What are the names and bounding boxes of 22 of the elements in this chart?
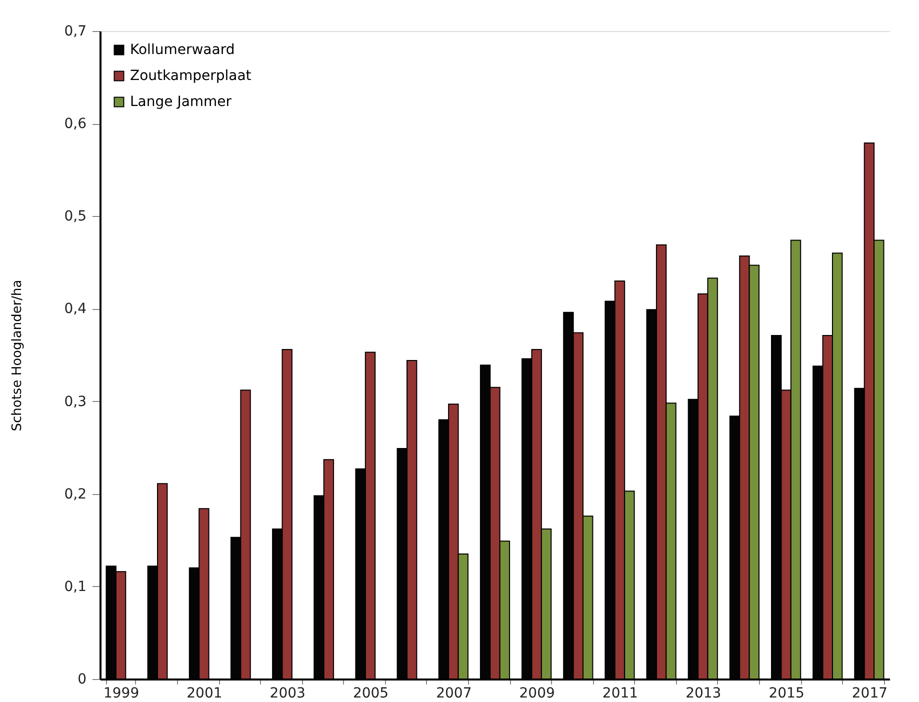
x-tick-label: 2005: [352, 686, 389, 702]
y-axis-title: Schotse Hooglander/ha: [10, 280, 26, 432]
x-tick-label: 2007: [436, 686, 472, 702]
y-tick-label: 0,2: [64, 486, 86, 502]
legend-label: Kollumerwaard: [130, 42, 235, 58]
y-tick-label: 0,3: [64, 394, 86, 410]
x-tick-label: 2001: [186, 686, 222, 702]
y-tick-label: 0,5: [64, 208, 86, 225]
y-tick-label: 0,1: [64, 578, 86, 595]
y-tick-label: 0,7: [64, 24, 86, 40]
legend-label: Zoutkamperplaat: [130, 68, 252, 84]
x-tick-label: 2017: [852, 686, 888, 702]
x-tick-label: 2011: [602, 686, 638, 702]
x-tick-label: 2009: [519, 686, 555, 702]
legend-label: Lange Jammer: [130, 94, 232, 110]
x-tick-label: 1999: [103, 686, 140, 702]
x-tick-label: 2003: [270, 686, 306, 702]
y-tick-label: 0,6: [64, 116, 87, 132]
y-tick-label: 0,4: [64, 301, 87, 318]
x-tick-label: 2015: [768, 686, 804, 702]
x-tick-label: 2013: [686, 686, 722, 702]
y-tick-label: 0: [78, 672, 86, 688]
